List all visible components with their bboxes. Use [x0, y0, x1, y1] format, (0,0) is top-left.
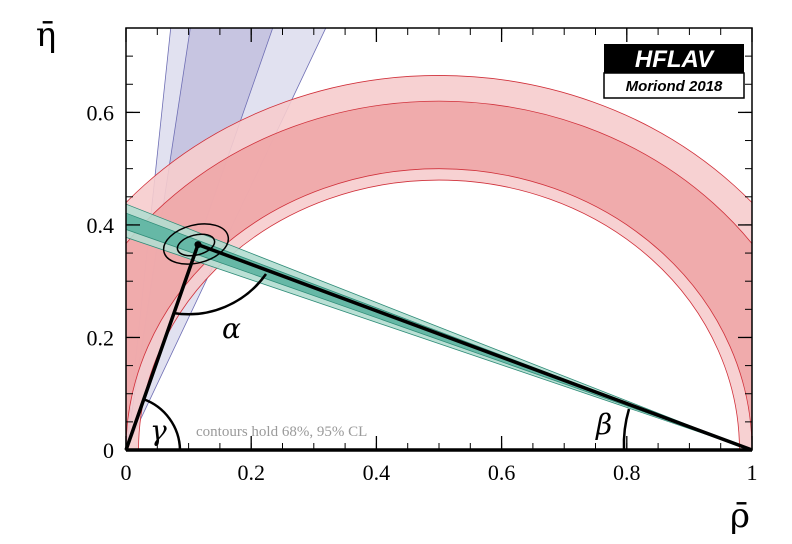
beta-band-95	[126, 203, 752, 450]
x-tick-label: 0.2	[237, 460, 265, 485]
x-tick-label: 0	[121, 460, 132, 485]
apex-contours	[162, 223, 230, 265]
beta-arc	[622, 408, 631, 451]
logo-bottom-box	[603, 72, 745, 99]
hflav-logo: HFLAV Moriond 2018	[603, 44, 745, 99]
logo-conference: Moriond 2018	[626, 78, 723, 95]
x-tick-label: 0.8	[613, 460, 641, 485]
x-axis-title: ρ̄	[730, 496, 750, 536]
x-tick-label: 1	[747, 460, 758, 485]
cl-note: contours hold 68%, 95% CL	[196, 424, 367, 440]
gamma-arc	[142, 397, 182, 451]
y-tick-label: 0.4	[87, 213, 115, 238]
contour-68	[176, 233, 216, 257]
axis-ticks: 0 0.2 0.4 0.6 0.8 1 0 0.2 0.4 0.6	[87, 27, 758, 485]
apex-point	[194, 241, 202, 249]
y-tick-label: 0	[103, 438, 114, 463]
logo-hflav: HFLAV	[635, 46, 715, 73]
y-axis-title: η̄	[36, 15, 56, 55]
alpha-arc	[172, 273, 268, 316]
alpha-label: α	[222, 312, 241, 345]
x-tick-label: 0.4	[363, 460, 391, 485]
gamma-label: γ	[150, 414, 167, 447]
beta-label: β	[595, 408, 612, 441]
logo-top-box	[604, 44, 744, 73]
x-tick-label: 0.6	[488, 460, 516, 485]
y-tick-label: 0.6	[87, 100, 115, 125]
alpha-band-68	[126, 100, 752, 450]
angle-arcs	[142, 273, 631, 451]
y-tick-label: 0.2	[87, 325, 115, 350]
contour-95	[162, 223, 230, 265]
